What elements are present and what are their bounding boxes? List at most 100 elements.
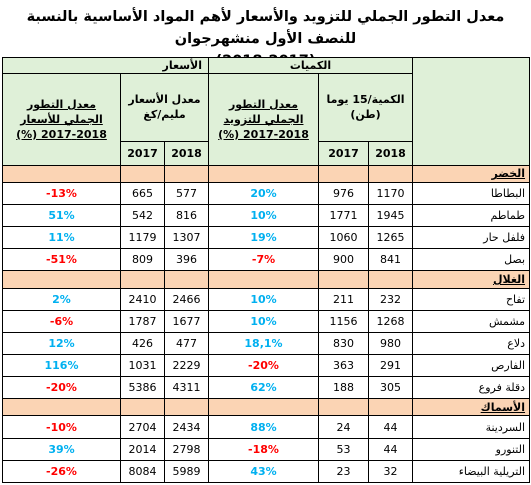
price-2017-cell: 426 [120,331,165,356]
supply-change-cell: 19% [208,226,319,250]
prices-group-header: الأسعار [2,56,209,75]
qty-2017-cell: 23 [318,459,369,484]
price-2018-cell: 577 [164,181,209,206]
table-row: -10% 2704 2434 88% 24 44 السردينة [2,415,531,439]
price-change-cell: -20% [2,376,121,400]
product-name-cell: تفاح [412,287,531,311]
price-2017-cell: 2410 [120,287,165,311]
section-cell [164,270,209,289]
price-2018-cell: 396 [164,248,209,272]
table-row: -6% 1787 1677 10% 1156 1268 مشمش [2,309,531,333]
price-2018-cell: 2434 [164,415,209,439]
price-2017-cell: 1787 [120,309,165,333]
product-name-cell: بصل [412,248,531,272]
product-name-cell: السردينة [412,415,531,439]
section-cell [208,398,319,417]
price-2017-cell: 8084 [120,459,165,484]
qty-2017-cell: 188 [318,376,369,400]
price-year-2017-header: 2017 [120,140,165,166]
section-cell [318,398,369,417]
price-2018-cell: 1677 [164,309,209,333]
price-year-2018-header: 2018 [164,140,209,166]
table-row: 12% 426 477 18,1% 830 980 دلاع [2,331,531,356]
section-cell [164,398,209,417]
product-name-cell: دلاع [412,331,531,356]
product-name-cell: فلفل حار [412,226,531,250]
qty-2017-cell: 211 [318,287,369,311]
qty-2017-cell: 363 [318,354,369,378]
price-change-cell: 39% [2,437,121,461]
section-cell [318,164,369,183]
qty-2018-cell: 1170 [367,181,414,206]
price-2017-cell: 542 [120,203,165,228]
section-label: الغلال [412,270,531,289]
qty-year-2018-header: 2018 [367,140,414,166]
section-cell [164,164,209,183]
qty-year-2017-header: 2017 [318,140,369,166]
qty-2018-cell: 1265 [367,226,414,250]
qty-2017-cell: 53 [318,437,369,461]
qty-2018-cell: 32 [367,459,414,484]
price-2017-cell: 5386 [120,376,165,400]
supply-change-cell: 43% [208,459,319,484]
qty-2018-cell: 44 [367,437,414,461]
price-change-cell: 11% [2,226,121,250]
table-row: 51% 542 816 10% 1771 1945 طماطم [2,203,531,228]
qty-2018-cell: 232 [367,287,414,311]
supply-change-header: معدل التطور الجملي للتزويد 2018-2017 (%) [208,73,319,166]
product-name-cell: مشمش [412,309,531,333]
table-row: -26% 8084 5989 43% 23 32 التريلية البيضاء [2,459,531,484]
data-table: الأسعار الكميات معدل التطور الجملي للأسع… [2,56,531,484]
price-2018-cell: 2798 [164,437,209,461]
price-change-cell: 51% [2,203,121,228]
qty-2018-cell: 291 [367,354,414,378]
supply-change-cell: -20% [208,354,319,378]
price-change-cell: -26% [2,459,121,484]
quantity-header: الكمية/15 يوما (طن) [317,73,414,142]
qty-2018-cell: 1268 [367,309,414,333]
price-2018-cell: 1307 [164,226,209,250]
price-2017-cell: 2014 [120,437,165,461]
table-row: 11% 1179 1307 19% 1060 1265 فلفل حار [2,226,531,250]
price-2017-cell: 1031 [120,354,165,378]
qty-2018-cell: 1945 [367,203,414,228]
price-change-cell: 116% [2,354,121,378]
section-cell [2,398,121,417]
price-change-cell: 2% [2,287,121,311]
supply-change-cell: -18% [208,437,319,461]
section-label: الأسماك [412,398,531,417]
section-row: الغلال [2,270,531,289]
product-name-cell: التريلية البيضاء [412,459,531,484]
supply-change-cell: -7% [208,248,319,272]
section-cell [2,270,121,289]
qty-2018-cell: 841 [367,248,414,272]
price-change-cell: -13% [2,181,121,206]
price-2018-cell: 816 [164,203,209,228]
section-cell [367,270,414,289]
price-2017-cell: 665 [120,181,165,206]
price-2017-cell: 2704 [120,415,165,439]
price-change-header: معدل التطور الجملي للأسعار 2018-2017 (%) [2,73,121,166]
product-name-cell: دقلة فروع [412,376,531,400]
price-change-cell: -51% [2,248,121,272]
supply-change-cell: 18,1% [208,331,319,356]
table-body: الأسعار الكميات معدل التطور الجملي للأسع… [2,56,531,484]
section-label: الخضر [412,164,531,183]
qty-2017-cell: 24 [318,415,369,439]
price-2018-cell: 477 [164,331,209,356]
price-2017-cell: 1179 [120,226,165,250]
section-cell [367,164,414,183]
quantities-group-header: الكميات [207,56,414,75]
table-row: -20% 5386 4311 62% 188 305 دقلة فروع [2,376,531,400]
price-change-cell: -10% [2,415,121,439]
supply-change-cell: 10% [208,287,319,311]
section-cell [367,398,414,417]
supply-change-cell: 10% [208,309,319,333]
qty-2017-cell: 1771 [318,203,369,228]
qty-2018-cell: 305 [367,376,414,400]
section-cell [120,164,165,183]
price-change-cell: 12% [2,331,121,356]
avg-price-header: معدل الأسعار مليم/كغ [120,73,209,142]
supply-change-cell: 62% [208,376,319,400]
section-row: الأسماك [2,398,531,417]
